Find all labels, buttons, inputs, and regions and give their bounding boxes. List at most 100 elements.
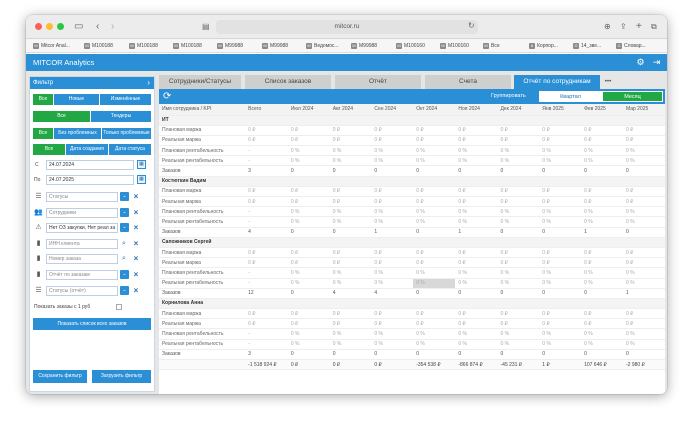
- filter-no-problems-button[interactable]: Без проблемных: [54, 128, 101, 139]
- table-cell: 4: [371, 288, 414, 299]
- refresh-icon[interactable]: ⟳: [163, 91, 172, 102]
- address-bar[interactable]: mitcor.ru: [216, 20, 478, 34]
- maximize-window-button[interactable]: [57, 23, 64, 30]
- filter-problems-all-button[interactable]: Все: [33, 128, 53, 139]
- calendar-icon[interactable]: ▦: [137, 175, 146, 184]
- download-icon[interactable]: ⊕: [604, 22, 611, 31]
- bookmark-item[interactable]: M M99988: [262, 39, 288, 53]
- filter-changed-button[interactable]: Изменённые: [100, 94, 151, 105]
- inn-input[interactable]: ИНН клиента: [46, 239, 118, 249]
- column-header[interactable]: Июл 2024: [287, 104, 330, 116]
- table-cell: 0 ₽: [329, 308, 372, 320]
- bookmark-item[interactable]: G 14_зве...: [573, 39, 601, 53]
- column-header[interactable]: Янв 2025: [539, 104, 582, 116]
- table-row: Реальная маржа 0 ₽0 ₽0 ₽0 ₽0 ₽0 ₽0 ₽0 ₽0 …: [159, 257, 665, 269]
- tab-orders-list[interactable]: Список заказов: [245, 75, 331, 89]
- tab-more[interactable]: •••: [604, 78, 612, 85]
- clear-icon[interactable]: ×: [133, 270, 139, 279]
- load-filter-button[interactable]: Загрузить фильтр: [92, 370, 151, 383]
- bookmark-item[interactable]: M Ведомос...: [306, 39, 339, 53]
- settings-gear-icon[interactable]: ⚙: [636, 57, 645, 67]
- column-header[interactable]: Имя сотрудника / KPI: [159, 104, 246, 116]
- share-icon[interactable]: ⇪: [620, 22, 627, 31]
- clear-icon[interactable]: ×: [133, 192, 139, 201]
- tab-overview-icon[interactable]: ⧉: [651, 22, 657, 31]
- clear-icon[interactable]: ×: [133, 286, 139, 295]
- column-header[interactable]: Окт 2024: [413, 104, 456, 116]
- date-to-input[interactable]: 24.07.2025: [46, 175, 134, 185]
- column-header[interactable]: Всего: [245, 104, 288, 116]
- table-cell: 0 ₽: [623, 125, 665, 136]
- bookmark-item[interactable]: M Mitcor Anal...: [33, 39, 70, 53]
- clear-icon[interactable]: ×: [133, 254, 139, 263]
- clear-icon[interactable]: ×: [133, 239, 139, 248]
- column-header[interactable]: Дек 2024: [497, 104, 540, 116]
- filter-tenders-button[interactable]: Тендеры: [91, 111, 151, 122]
- tab-employees-statuses[interactable]: Сотрудники/Статусы: [159, 75, 241, 89]
- chevron-down-icon[interactable]: ⌄: [120, 286, 129, 295]
- tab-report[interactable]: Отчёт: [335, 75, 421, 89]
- column-header[interactable]: Ноя 2024: [455, 104, 498, 116]
- column-header[interactable]: Фев 2025: [581, 104, 623, 116]
- clear-icon[interactable]: ×: [133, 223, 139, 232]
- bookmark-item[interactable]: M M100188: [129, 39, 158, 53]
- group-month-button[interactable]: Месяц: [602, 91, 663, 102]
- chevron-down-icon[interactable]: ⌄: [120, 192, 129, 201]
- bookmark-item[interactable]: M Все: [483, 39, 500, 53]
- reload-icon[interactable]: ↻: [468, 21, 475, 30]
- bookmark-item[interactable]: К Корпор...: [529, 39, 558, 53]
- save-filter-button[interactable]: Сохранить фильтр: [33, 370, 87, 383]
- filter-created-date-button[interactable]: Дата создания: [66, 144, 108, 155]
- search-icon[interactable]: ⌕: [122, 240, 126, 247]
- bookmark-label: Mitcor Anal...: [41, 43, 70, 49]
- chevron-down-icon[interactable]: ⌄: [120, 223, 129, 232]
- report-select[interactable]: Отчёт по заказам: [46, 270, 118, 280]
- bookmark-item[interactable]: G Словар...: [616, 39, 646, 53]
- filter-status-date-button[interactable]: Дата статуса: [109, 144, 151, 155]
- tab-invoices[interactable]: Счета: [425, 75, 511, 89]
- clear-icon[interactable]: ×: [133, 208, 139, 217]
- minimize-window-button[interactable]: [46, 23, 53, 30]
- filter-new-button[interactable]: Новые: [54, 94, 99, 105]
- bookmark-item[interactable]: M M99988: [351, 39, 377, 53]
- filter-date-all-button[interactable]: Все: [33, 144, 65, 155]
- back-icon[interactable]: ‹: [96, 21, 100, 32]
- chevron-down-icon[interactable]: ⌄: [120, 208, 129, 217]
- filter-type-all-button[interactable]: Все: [33, 111, 90, 122]
- sidebar-toggle-icon[interactable]: ▭: [74, 21, 84, 32]
- forward-icon[interactable]: ›: [111, 21, 115, 32]
- status-select[interactable]: Статусы: [46, 192, 118, 202]
- date-from-input[interactable]: 24.07.2024: [46, 160, 134, 170]
- order-number-input[interactable]: Номер заказа: [46, 254, 118, 264]
- report-status-select[interactable]: Статусы (отчёт): [46, 286, 118, 296]
- filter-header[interactable]: Фильтр ›: [30, 77, 154, 89]
- logout-icon[interactable]: ⇥: [652, 57, 661, 67]
- chevron-down-icon[interactable]: ⌄: [120, 270, 129, 279]
- show-orders-checkbox[interactable]: [116, 304, 122, 310]
- problems-select[interactable]: Нет ОЗ закупки, Нет реал за: [46, 223, 118, 233]
- bookmark-item[interactable]: M M100160: [396, 39, 425, 53]
- bookmark-item[interactable]: M M100188: [84, 39, 113, 53]
- column-header[interactable]: Сен 2024: [371, 104, 414, 116]
- new-tab-icon[interactable]: +: [636, 21, 642, 32]
- show-all-orders-button[interactable]: Показать список всех заказов: [33, 318, 151, 330]
- group-quarter-button[interactable]: Квартал: [539, 91, 602, 102]
- close-window-button[interactable]: [35, 23, 42, 30]
- table-cell: 0 ₽: [497, 257, 540, 269]
- tab-employee-report[interactable]: Отчёт по сотрудникам: [514, 75, 600, 89]
- bookmark-item[interactable]: M M100160: [440, 39, 469, 53]
- table-cell: [329, 115, 372, 126]
- bookmark-item[interactable]: M M99988: [217, 39, 243, 53]
- reader-icon[interactable]: ▤: [202, 22, 210, 31]
- chevron-right-icon[interactable]: ›: [147, 78, 150, 87]
- calendar-icon[interactable]: ▦: [137, 160, 146, 169]
- column-header[interactable]: Авг 2024: [329, 104, 372, 116]
- employees-select[interactable]: Сотрудники: [46, 208, 118, 218]
- filter-all-button[interactable]: Все: [33, 94, 53, 105]
- bookmark-item[interactable]: M M100188: [173, 39, 202, 53]
- table-row: Реальная рентабельность -0 % 0 % 0 % 0 % 0 % 0…: [159, 216, 665, 228]
- filter-only-problems-button[interactable]: Только проблемные: [102, 128, 151, 139]
- table-row: Плановая маржа 0 ₽0 ₽0 ₽0 ₽0 ₽0 ₽0 ₽0 ₽0 …: [159, 308, 665, 320]
- column-header[interactable]: Мар 2025: [623, 104, 665, 116]
- search-icon[interactable]: ⌕: [122, 255, 126, 262]
